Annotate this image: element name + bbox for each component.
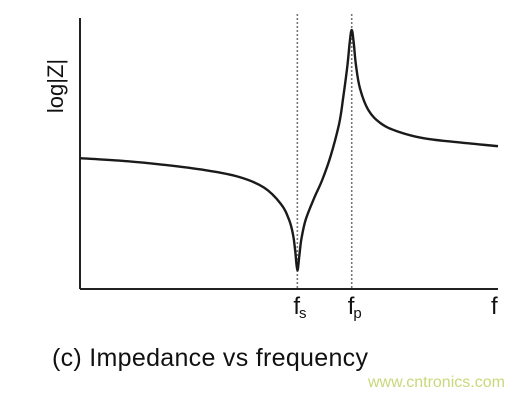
x-tick-label-0: fs [293,293,306,322]
figure-caption: (c) Impedance vs frequency [52,344,369,372]
reference-lines [296,14,353,289]
axes [79,18,498,290]
x-tick-label-1: fp [348,293,362,322]
y-axis-label: log|Z| [43,59,68,113]
impedance-curve [79,28,499,272]
watermark: www.cntronics.com [368,374,505,391]
x-tick-label-2: f [491,293,498,320]
x-tick-labels: fs fp f [293,293,498,322]
impedance-curve-group [79,28,499,272]
